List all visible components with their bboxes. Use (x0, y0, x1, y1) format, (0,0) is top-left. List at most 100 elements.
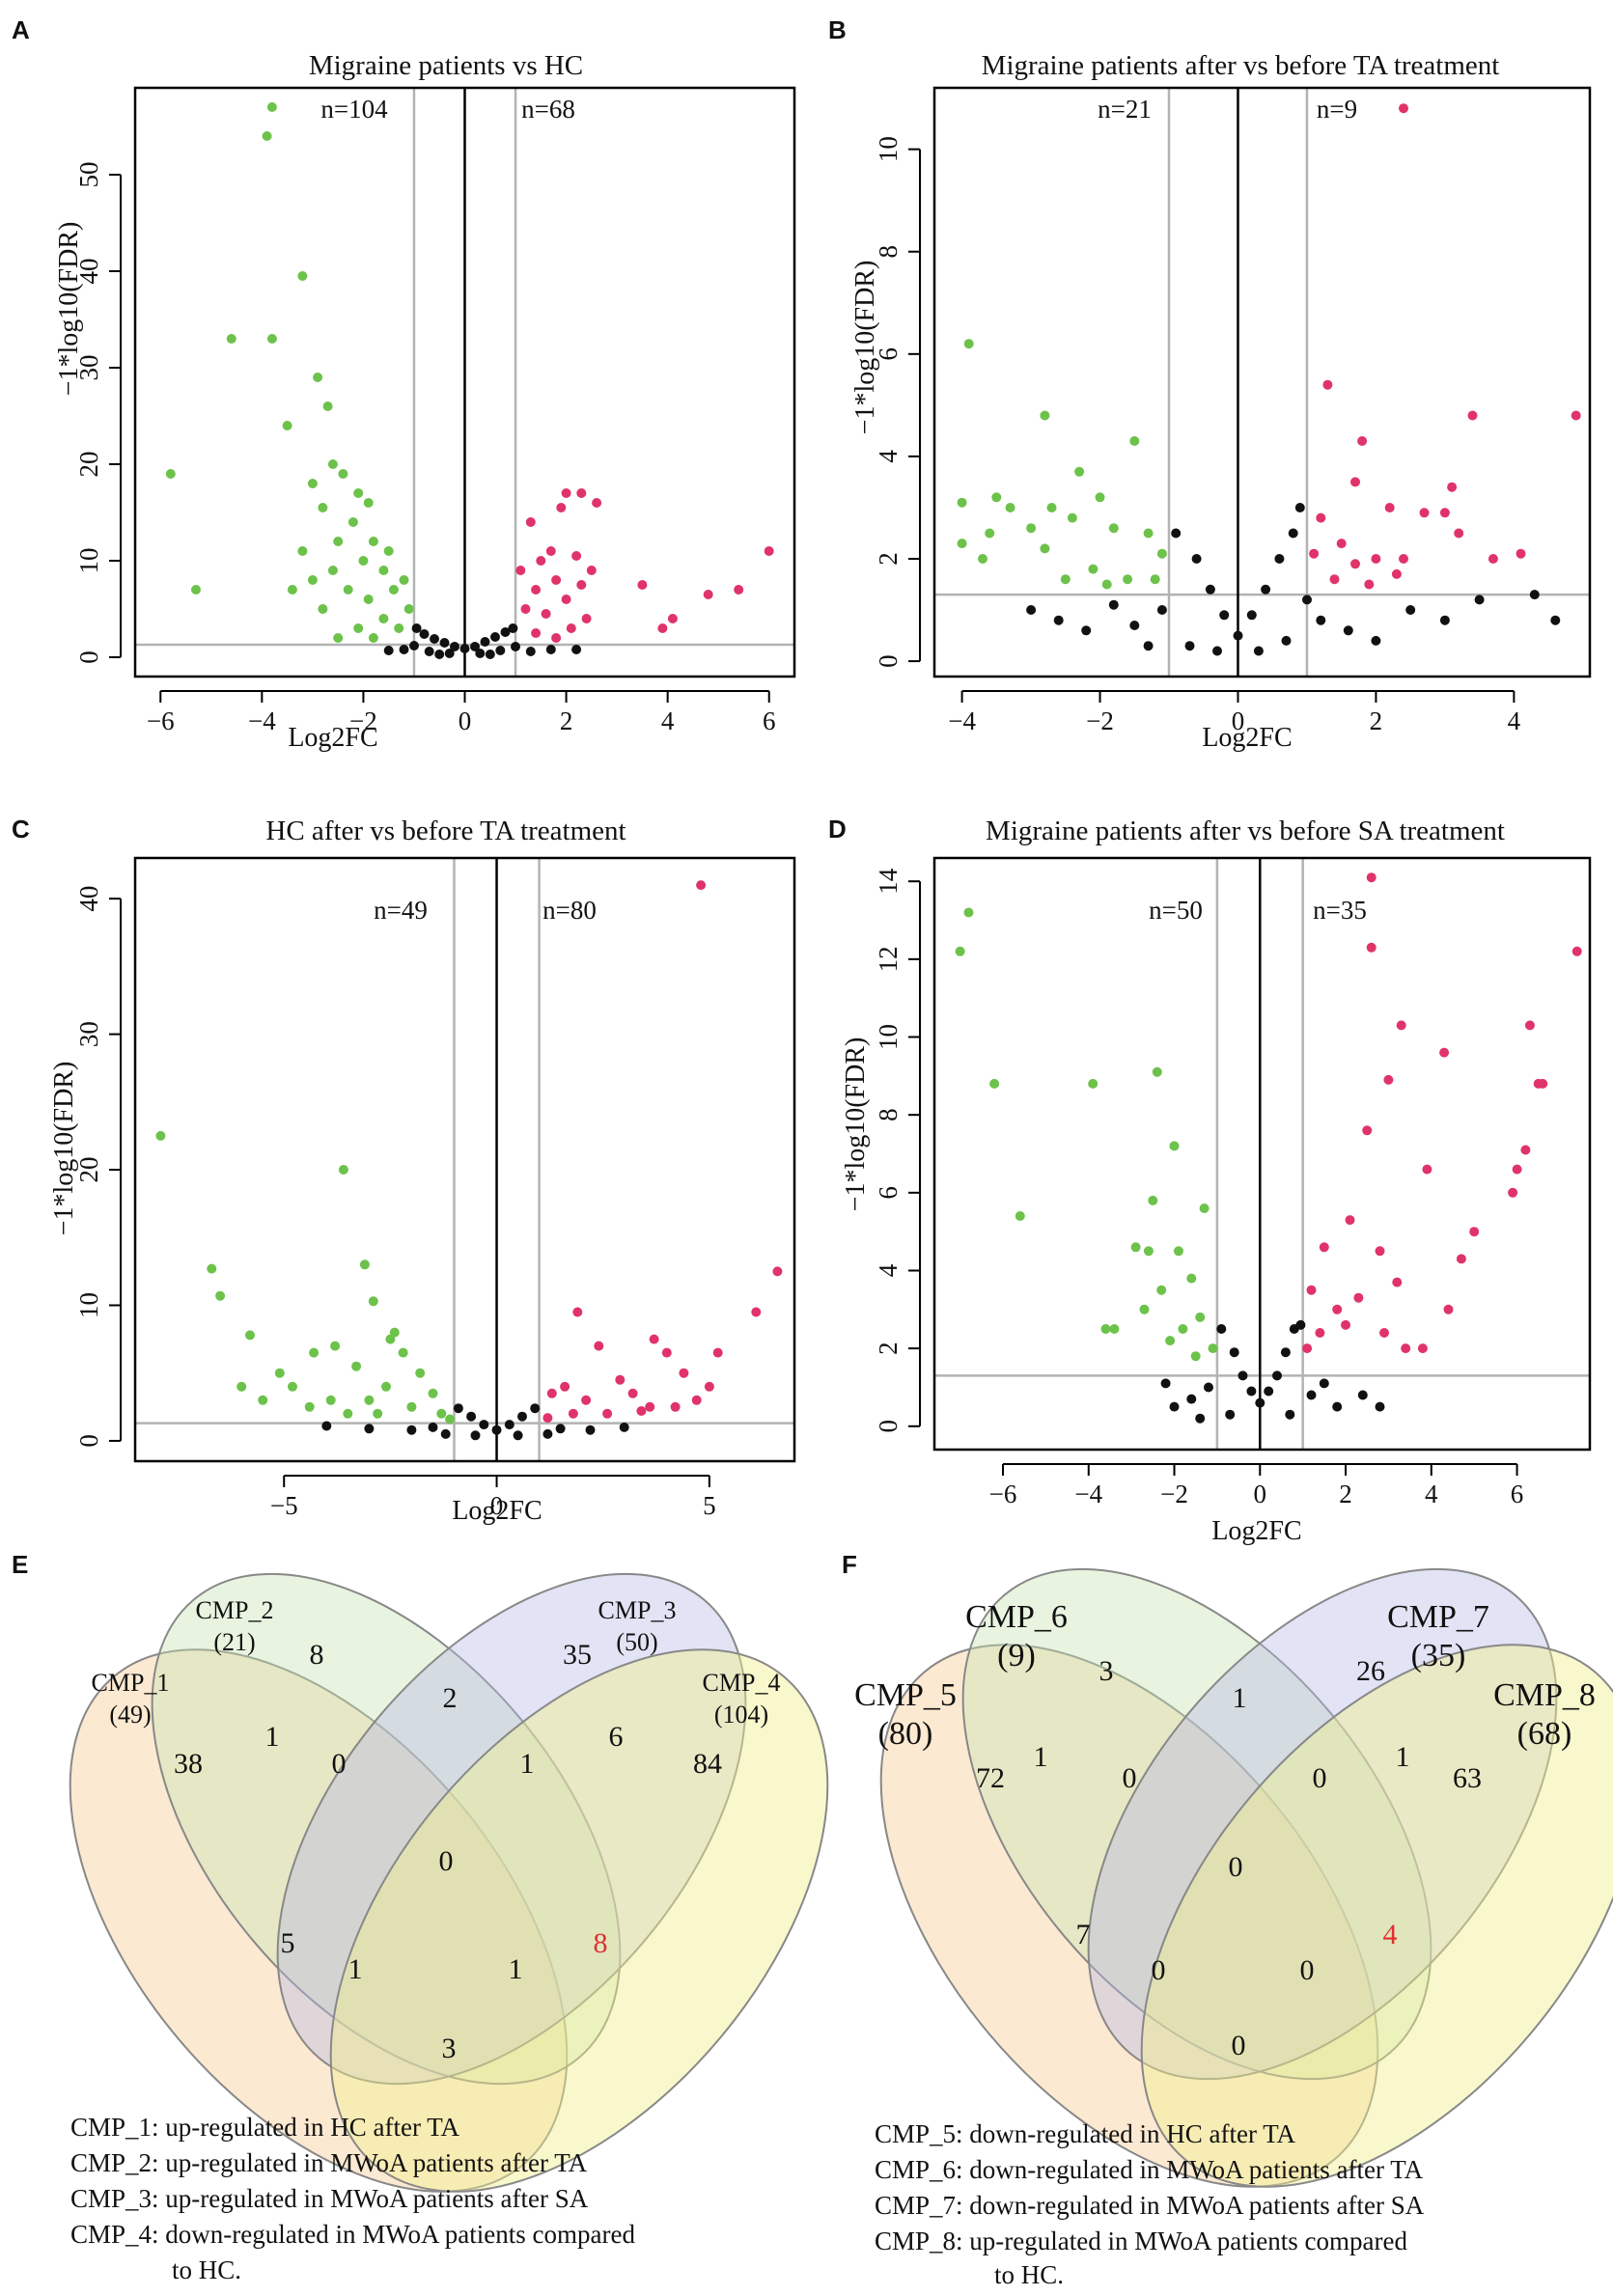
down-point (989, 1078, 1000, 1089)
ns-point (1319, 1378, 1329, 1389)
x-tick-label: −6 (989, 1480, 1017, 1508)
down-point (985, 528, 995, 539)
x-tick-label: −4 (948, 706, 976, 735)
y-axis-label: −1*log10(FDR) (841, 1037, 871, 1212)
ns-point (1295, 1319, 1306, 1330)
down-point (338, 1165, 348, 1175)
down-point (330, 1341, 341, 1351)
ns-point (1129, 621, 1140, 630)
venn-region-count: 1 (1233, 1682, 1247, 1714)
ns-point (1219, 610, 1230, 621)
x-tick-label: 5 (703, 1491, 716, 1520)
x-tick-label: 6 (1511, 1480, 1524, 1508)
plot-area: −6 −4 −2 0 2 4 6 0 2 4 6 8 10 12 14 (874, 856, 1592, 1508)
legend-line: to HC. (994, 2260, 1064, 2289)
ns-point (450, 642, 459, 651)
ns-point (1195, 1413, 1206, 1424)
legend-line: to HC. (172, 2255, 241, 2284)
venn-set-3 (276, 1572, 747, 2086)
ns-point (1225, 1409, 1236, 1420)
up-point (1371, 554, 1381, 564)
up-point (1439, 1047, 1450, 1058)
venn-region-count: 0 (1232, 2030, 1246, 2061)
ns-point (444, 649, 455, 658)
up-point (536, 556, 546, 566)
venn-set-2 (961, 1567, 1432, 2081)
down-point (1169, 1141, 1180, 1151)
ns-point (1160, 1378, 1171, 1389)
up-point (1469, 1227, 1480, 1237)
down-point (297, 271, 308, 281)
up-point (546, 1388, 557, 1398)
venn-region-count: 8 (310, 1639, 324, 1671)
up-point (1379, 1328, 1389, 1338)
plot-frame (932, 86, 1592, 678)
up-point (1309, 548, 1320, 559)
y-tick-label: 6 (874, 1186, 903, 1200)
ns-point (383, 646, 394, 655)
venn-set-1 (69, 1648, 569, 2193)
up-point (1383, 1074, 1394, 1085)
up-point (1443, 1304, 1454, 1314)
down-point (288, 1381, 297, 1392)
venn-set-2 (151, 1572, 622, 2086)
down-point (383, 546, 394, 556)
y-tick-label: 40 (74, 259, 103, 285)
down-point (991, 492, 1002, 503)
down-point (1046, 503, 1057, 512)
ns-point (1550, 615, 1561, 625)
up-point (572, 1307, 583, 1317)
down-point (1015, 1211, 1025, 1221)
down-point (368, 633, 378, 643)
down-point (1123, 574, 1133, 585)
down-point (1130, 1242, 1141, 1253)
venn-set-4 (329, 1648, 829, 2193)
down-point (348, 517, 358, 527)
down-point (363, 498, 374, 508)
down-point (327, 566, 338, 575)
y-tick-label: 10 (74, 548, 103, 574)
venn-region-count: 0 (1229, 1851, 1243, 1883)
ns-point (1264, 1386, 1274, 1397)
ns-point (542, 1428, 553, 1439)
up-point (1399, 554, 1408, 564)
venn-set-label: CMP_1 (92, 1669, 170, 1697)
ns-point (1306, 1390, 1317, 1400)
up-point (1524, 1020, 1535, 1031)
venn-set-4 (1140, 1644, 1613, 2188)
venn-region-count: 0 (439, 1845, 454, 1877)
x-tick-label: −5 (270, 1491, 298, 1520)
down-point (313, 373, 323, 382)
ns-point (1204, 1382, 1213, 1393)
up-point (531, 585, 542, 595)
panel-letter: B (828, 15, 847, 44)
up-point (561, 595, 571, 604)
ns-point (475, 649, 486, 658)
x-tick-label: 4 (1425, 1480, 1438, 1508)
ns-point (399, 645, 409, 654)
up-point (515, 566, 526, 575)
up-point (645, 1401, 655, 1412)
ns-point (1053, 615, 1064, 625)
up-point (1533, 1078, 1543, 1089)
down-point (215, 1290, 226, 1301)
ns-point (1216, 1324, 1227, 1334)
plot-area: −4 −2 0 2 4 0 2 4 6 8 10 (874, 86, 1592, 735)
up-point (556, 503, 567, 512)
up-point (581, 614, 592, 623)
up-point (1341, 1319, 1350, 1330)
down-point (1040, 543, 1050, 554)
up-point (1315, 1328, 1325, 1338)
up-point (1399, 103, 1408, 114)
up-point (1353, 1292, 1364, 1303)
up-point (1345, 1215, 1355, 1226)
venn-region-count: 0 (1300, 1954, 1315, 1986)
up-point (661, 1347, 672, 1358)
down-point (955, 946, 965, 956)
x-tick-label: −2 (1086, 706, 1114, 735)
down-point (363, 595, 374, 604)
down-point (1150, 574, 1160, 585)
up-point (1488, 554, 1498, 564)
up-point (576, 580, 587, 590)
ns-point (434, 650, 445, 659)
